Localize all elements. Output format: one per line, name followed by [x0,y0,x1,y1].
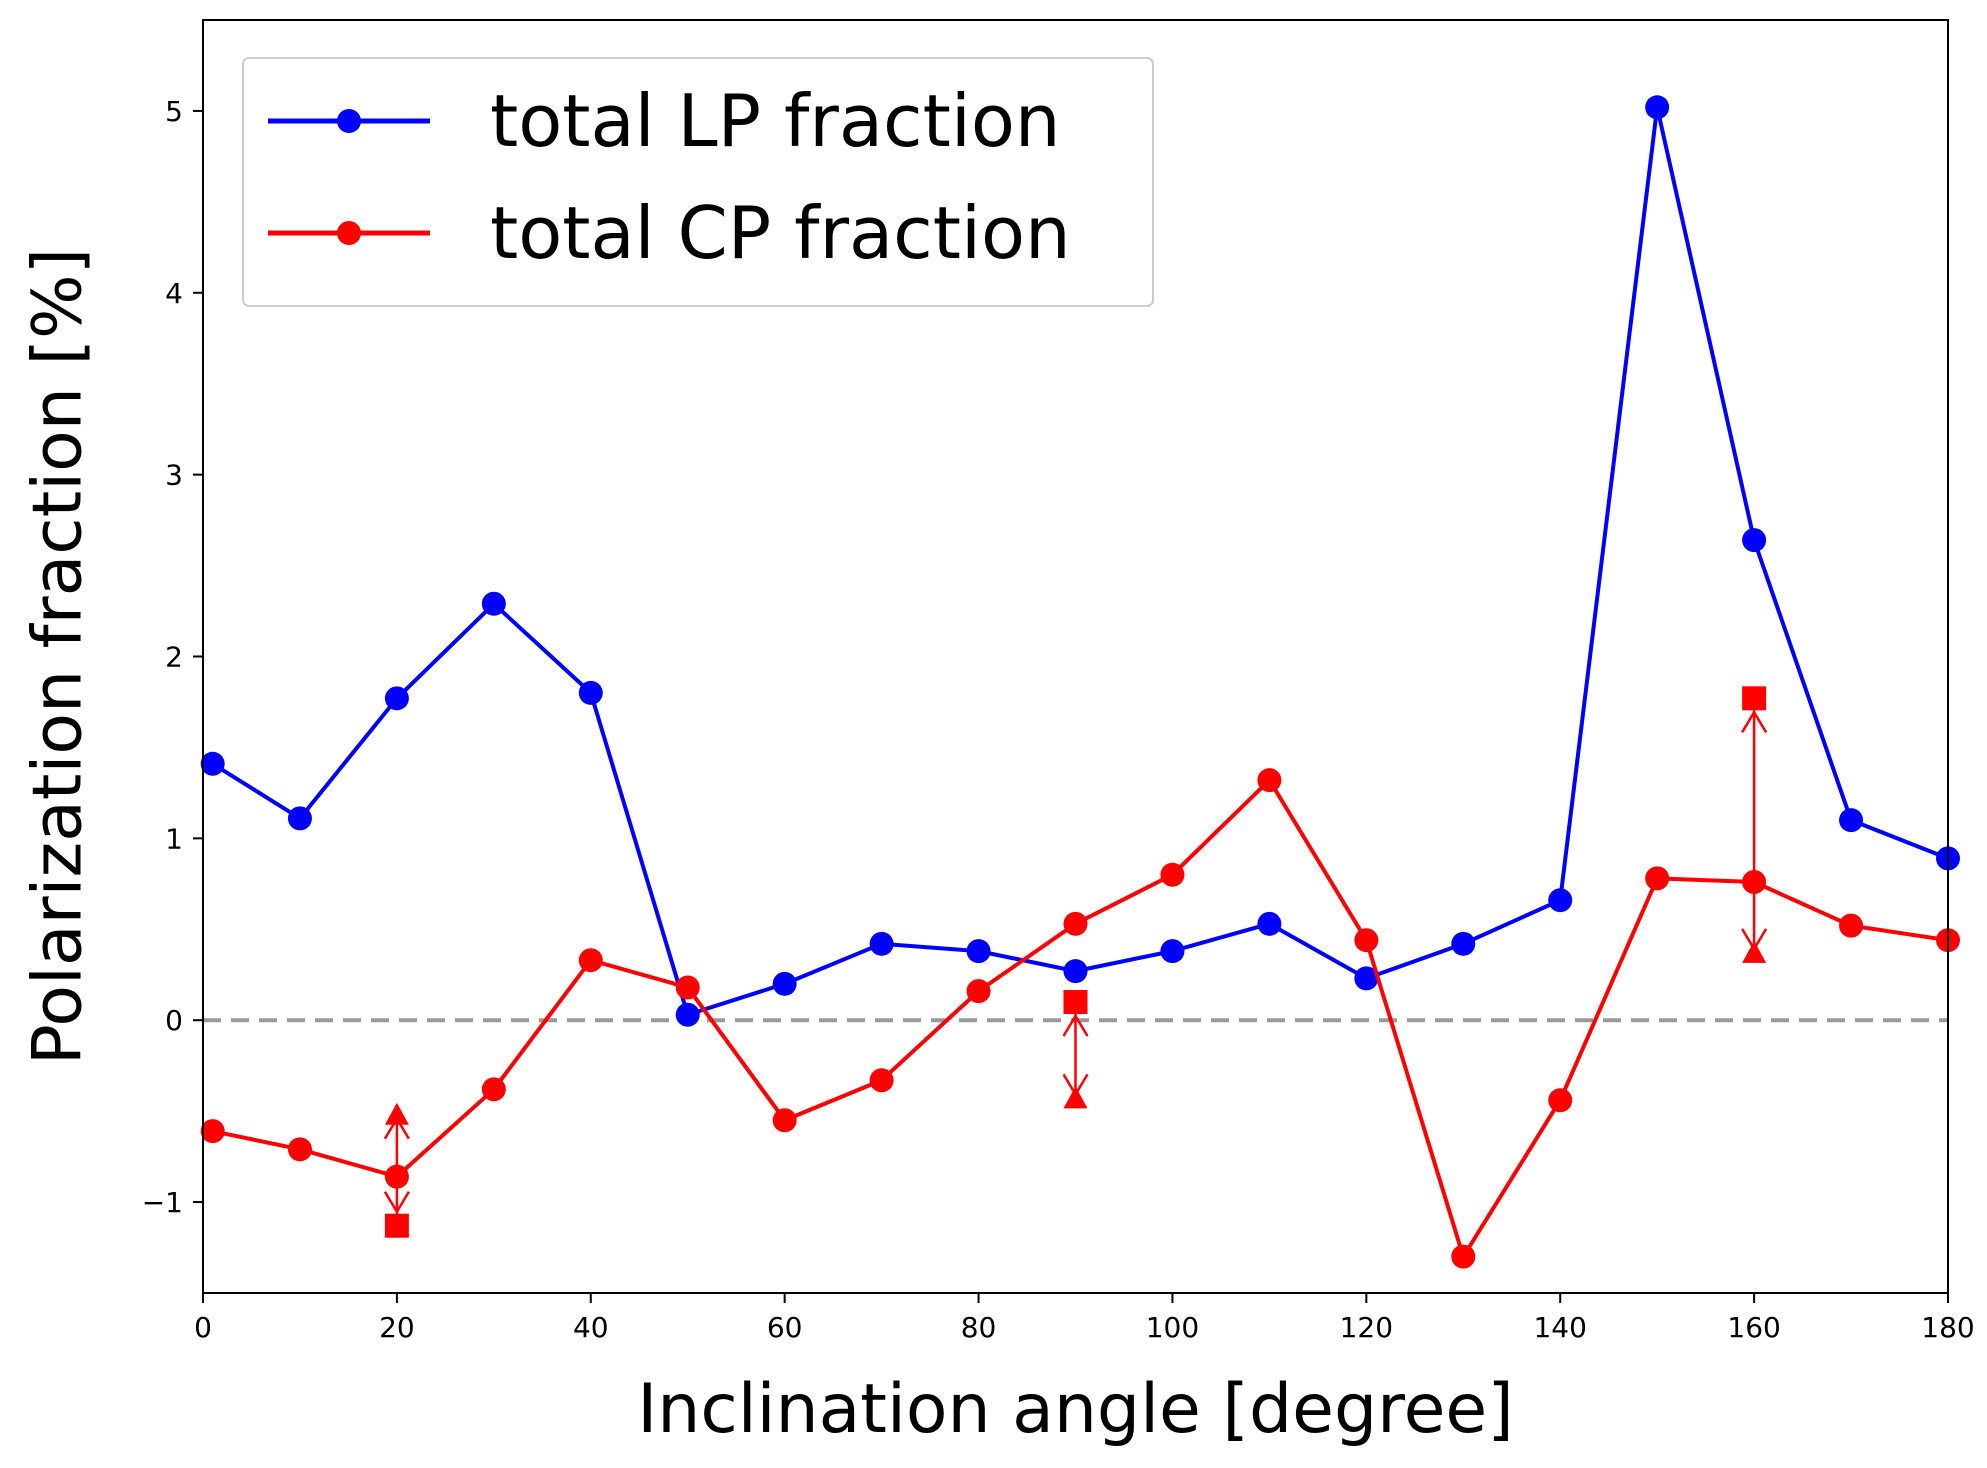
data-point-1 [772,1108,797,1133]
data-point-1 [1839,913,1864,938]
data-point-1 [1257,768,1282,793]
data-point-1 [578,948,603,973]
x-tick-label: 0 [194,1311,212,1344]
data-point-1 [966,979,991,1004]
data-point-0 [481,591,506,616]
range-triangle-marker [1063,1086,1088,1109]
data-point-1 [287,1137,312,1162]
range-triangle-marker [384,1102,409,1125]
legend-marker-cp [337,221,361,245]
data-point-1 [200,1119,225,1144]
data-point-1 [1063,911,1088,936]
range-square-marker [1742,686,1767,711]
legend: total LP fraction total CP fraction [242,57,1154,307]
x-tick-label: 60 [767,1311,803,1344]
data-point-1 [675,975,700,1000]
y-tick-label: −1 [142,1186,183,1219]
legend-box [242,57,1154,307]
data-point-0 [1354,966,1379,991]
data-point-0 [675,1002,700,1027]
data-point-1 [481,1077,506,1102]
data-point-1 [1451,1244,1476,1269]
data-point-0 [384,686,409,711]
x-tick-label: 100 [1146,1311,1199,1344]
x-tick-label: 140 [1533,1311,1586,1344]
y-axis: −1 0 1 2 3 4 5 [142,95,203,1219]
x-tick-label: 20 [379,1311,415,1344]
data-point-0 [772,971,797,996]
data-point-0 [1451,931,1476,956]
range-triangle-marker [1742,940,1767,963]
range-arrowhead [383,1191,410,1215]
data-point-0 [1548,888,1573,913]
legend-label-cp: total CP fraction [490,191,1071,275]
x-tick-label: 40 [573,1311,609,1344]
y-tick-label: 4 [165,277,183,310]
x-tick-label: 160 [1727,1311,1780,1344]
data-point-0 [200,751,225,776]
data-point-1 [1645,866,1670,891]
x-axis-label: Inclination angle [degree] [637,1370,1514,1449]
y-axis-label: Polarization fraction [%] [19,248,98,1065]
range-square-marker [1063,990,1088,1015]
data-point-0 [578,680,603,705]
data-point-0 [1257,911,1282,936]
data-point-0 [1742,528,1767,553]
y-tick-label: 2 [165,641,183,674]
data-point-0 [1645,95,1670,120]
y-tick-label: 1 [165,822,183,855]
data-point-0 [1063,959,1088,984]
range-square-marker [384,1213,409,1238]
range-arrowhead [1062,1013,1089,1037]
y-tick-label: 3 [165,459,183,492]
range-arrowhead [1741,709,1768,733]
x-axis: 0 20 40 60 80 100 120 140 160 180 [194,1293,1975,1344]
y-tick-label: 0 [165,1004,183,1037]
data-point-1 [1548,1088,1573,1113]
y-tick-label: 5 [165,95,183,128]
x-tick-label: 180 [1921,1311,1974,1344]
data-point-1 [1354,928,1379,953]
data-point-0 [1839,808,1864,833]
legend-label-lp: total LP fraction [490,79,1061,163]
data-point-0 [869,931,894,956]
data-point-1 [869,1068,894,1093]
x-tick-label: 80 [961,1311,997,1344]
legend-marker-lp [337,109,361,133]
data-point-1 [1160,862,1185,887]
data-point-0 [1160,939,1185,964]
x-tick-label: 120 [1340,1311,1393,1344]
range-markers [383,686,1768,1238]
data-point-0 [287,806,312,831]
data-point-0 [966,939,991,964]
